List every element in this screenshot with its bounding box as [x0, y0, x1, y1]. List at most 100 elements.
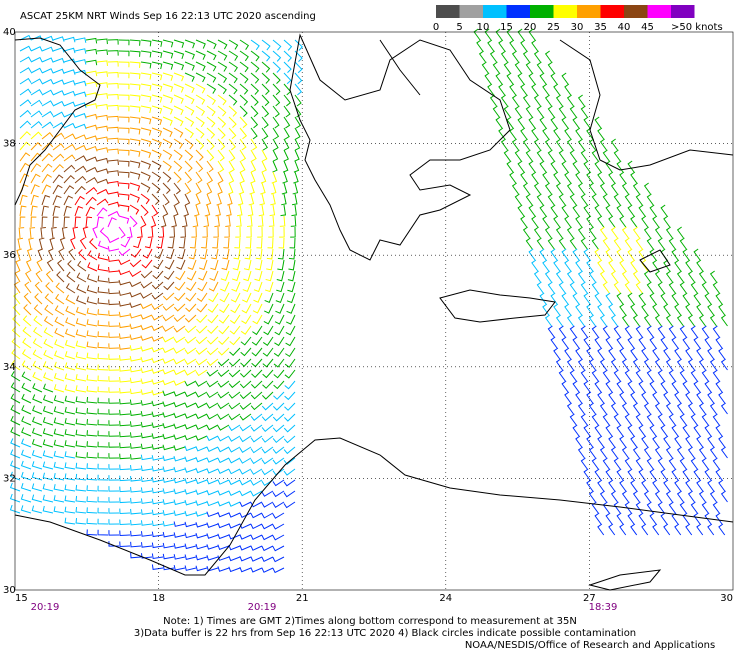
wind-barb: [31, 416, 43, 426]
wind-barb: [283, 149, 289, 162]
wind-barb: [130, 476, 142, 482]
wind-barb: [599, 138, 607, 151]
wind-barb: [701, 369, 709, 382]
wind-barb: [74, 144, 87, 151]
wind-barb: [572, 292, 580, 305]
wind-barb: [544, 94, 552, 107]
wind-barb: [34, 293, 43, 305]
wind-barb: [542, 83, 550, 96]
wind-barb: [173, 61, 185, 71]
wind-barb: [234, 237, 241, 249]
wind-barb: [52, 153, 65, 162]
wind-barb: [66, 271, 76, 283]
wind-barb: [184, 456, 197, 462]
wind-barb: [195, 50, 206, 60]
wind-barb: [594, 424, 602, 437]
wind-barb: [74, 205, 84, 217]
wind-barb: [261, 424, 274, 432]
wind-barb: [52, 195, 62, 206]
wind-barb: [151, 553, 164, 560]
wind-barb: [184, 424, 197, 430]
wind-barb: [228, 94, 238, 106]
wind-barb: [74, 195, 85, 206]
wind-barb: [130, 541, 142, 548]
wind-barb: [173, 303, 186, 312]
wind-barb: [277, 259, 285, 271]
wind-barb: [250, 138, 258, 151]
wind-barb: [75, 385, 87, 393]
wind-barb: [74, 216, 81, 228]
wind-barb: [536, 61, 544, 74]
wind-barb: [217, 391, 230, 399]
wind-barb: [52, 90, 65, 96]
wind-barb: [239, 50, 249, 62]
wind-barb: [577, 182, 585, 195]
wind-barb: [262, 358, 274, 368]
wind-barb: [54, 327, 65, 338]
wind-barb: [605, 512, 613, 525]
wind-barb: [271, 171, 278, 184]
wind-barb: [268, 226, 274, 238]
wind-barb: [239, 457, 252, 464]
wind-barb: [86, 285, 98, 294]
wind-barb: [119, 366, 131, 372]
wind-barb: [196, 292, 208, 302]
wind-barb: [162, 433, 175, 440]
wind-barb: [261, 490, 274, 497]
wind-barb: [54, 305, 65, 316]
wind-barb: [547, 281, 555, 294]
wind-barb: [174, 292, 186, 302]
wind-barb: [228, 523, 241, 529]
wind-barb: [274, 314, 285, 325]
wind-barb: [108, 277, 120, 284]
wind-barb: [10, 382, 21, 393]
wind-barb: [140, 116, 152, 125]
wind-barb: [525, 193, 533, 206]
wind-barb: [74, 175, 87, 184]
wind-barb: [64, 495, 76, 503]
wind-barb: [41, 132, 54, 140]
wind-barb: [270, 182, 277, 195]
wind-barb: [162, 455, 175, 462]
wind-barb: [184, 532, 197, 539]
wind-barb: [173, 314, 186, 323]
wind-barb: [690, 457, 698, 470]
wind-barb: [643, 358, 651, 371]
wind-barb: [43, 349, 54, 360]
wind-barb: [129, 292, 142, 298]
wind-barb: [108, 321, 120, 327]
wind-barb: [255, 248, 263, 260]
wind-barb: [72, 226, 79, 239]
wind-barb: [566, 358, 574, 371]
wind-barb: [184, 489, 197, 495]
wind-barb: [212, 237, 219, 249]
wind-barb: [206, 116, 216, 128]
wind-barb: [162, 182, 171, 195]
wind-barb: [230, 292, 241, 303]
legend-label: 45: [641, 22, 654, 33]
wind-barb: [140, 270, 153, 279]
wind-barb: [67, 260, 76, 272]
wind-barb: [693, 512, 701, 525]
wind-barb: [646, 237, 654, 250]
wind-barb: [261, 512, 274, 519]
wind-barb: [283, 116, 291, 129]
wind-barb: [118, 204, 130, 212]
wind-barb: [23, 304, 32, 316]
wind-barb: [608, 523, 616, 536]
wind-barb: [588, 402, 596, 415]
wind-barb: [206, 413, 219, 420]
wind-barb: [151, 422, 164, 428]
wind-barb: [676, 270, 684, 283]
wind-barb: [250, 556, 263, 562]
wind-barb: [715, 468, 723, 481]
wind-barb: [151, 509, 164, 516]
wind-barb: [151, 314, 164, 321]
wind-barb: [75, 473, 87, 481]
wind-barb: [643, 314, 651, 327]
wind-barb: [602, 281, 610, 294]
wind-barb: [30, 163, 42, 173]
wind-barb: [162, 390, 175, 397]
wind-barb: [96, 147, 109, 153]
wind-barb: [140, 204, 149, 217]
